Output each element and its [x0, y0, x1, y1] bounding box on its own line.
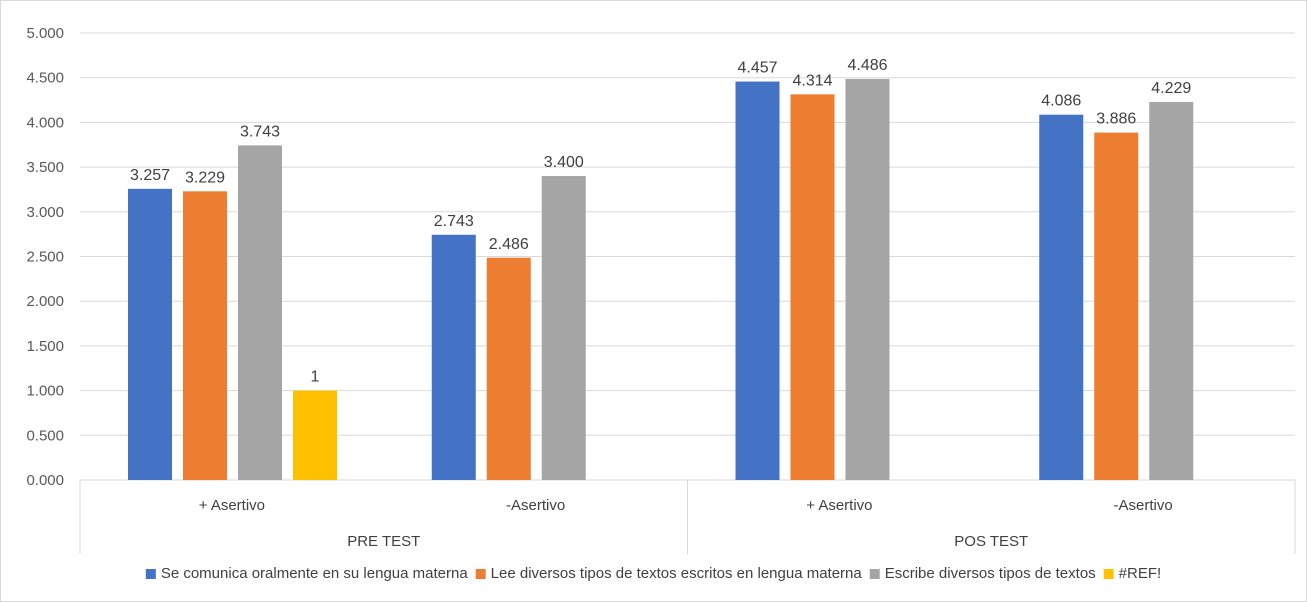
bar	[293, 390, 337, 480]
bar	[1039, 114, 1084, 480]
data-label: 4.229	[1151, 80, 1191, 97]
bar	[845, 78, 890, 480]
legend-swatch	[145, 569, 156, 579]
bar	[1149, 101, 1194, 480]
bar	[128, 188, 172, 480]
y-tick-label: 2.000	[26, 293, 64, 310]
legend-label: #REF!	[1119, 565, 1162, 582]
data-label: 4.486	[847, 57, 887, 74]
y-tick-label: 3.500	[26, 159, 64, 176]
legend-label: Se comunica oralmente en su lengua mater…	[161, 565, 469, 582]
data-label: 1	[311, 369, 320, 386]
y-tick-label: 0.500	[26, 427, 64, 444]
legend-swatch	[475, 569, 486, 579]
bar	[735, 81, 780, 481]
x-group-label: PRE TEST	[347, 533, 420, 550]
y-tick-label: 5.000	[26, 25, 64, 42]
y-tick-label: 3.000	[26, 204, 64, 221]
data-label: 2.743	[434, 213, 474, 230]
y-tick-label: 0.000	[26, 472, 64, 489]
bar	[238, 145, 282, 480]
data-label: 3.229	[185, 169, 225, 186]
data-label: 3.400	[544, 154, 584, 171]
data-label: 4.457	[737, 60, 777, 77]
x-category-label: -Asertivo	[506, 497, 565, 514]
y-tick-label: 4.500	[26, 70, 64, 87]
y-tick-label: 1.500	[26, 338, 64, 355]
legend-label: Escribe diversos tipos de textos	[885, 565, 1096, 582]
bar	[486, 257, 531, 480]
bar	[790, 94, 835, 480]
y-tick-label: 4.000	[26, 114, 64, 131]
legend-swatch	[1103, 569, 1114, 579]
legend-label: Lee diversos tipos de textos escritos en…	[491, 565, 863, 582]
bar	[1094, 132, 1139, 480]
data-label: 2.486	[489, 236, 529, 253]
legend-item: Lee diversos tipos de textos escritos en…	[475, 565, 863, 582]
legend-item: #REF!	[1103, 565, 1162, 582]
bar	[183, 191, 227, 480]
x-category-label: -Asertivo	[1114, 497, 1173, 514]
data-label: 4.086	[1041, 93, 1081, 110]
data-label: 3.886	[1096, 111, 1136, 128]
data-label: 3.743	[240, 123, 280, 140]
bar	[541, 176, 586, 481]
y-tick-label: 1.000	[26, 383, 64, 400]
legend-item: Escribe diversos tipos de textos	[869, 565, 1096, 582]
data-label: 3.257	[130, 167, 170, 184]
x-category-label: + Asertivo	[199, 497, 265, 514]
y-tick-label: 2.500	[26, 249, 64, 266]
data-label: 4.314	[792, 72, 832, 89]
x-category-label: + Asertivo	[806, 497, 872, 514]
x-group-label: POS TEST	[954, 533, 1028, 550]
legend-item: Se comunica oralmente en su lengua mater…	[145, 565, 469, 582]
legend-swatch	[869, 569, 880, 579]
bar	[431, 234, 476, 480]
